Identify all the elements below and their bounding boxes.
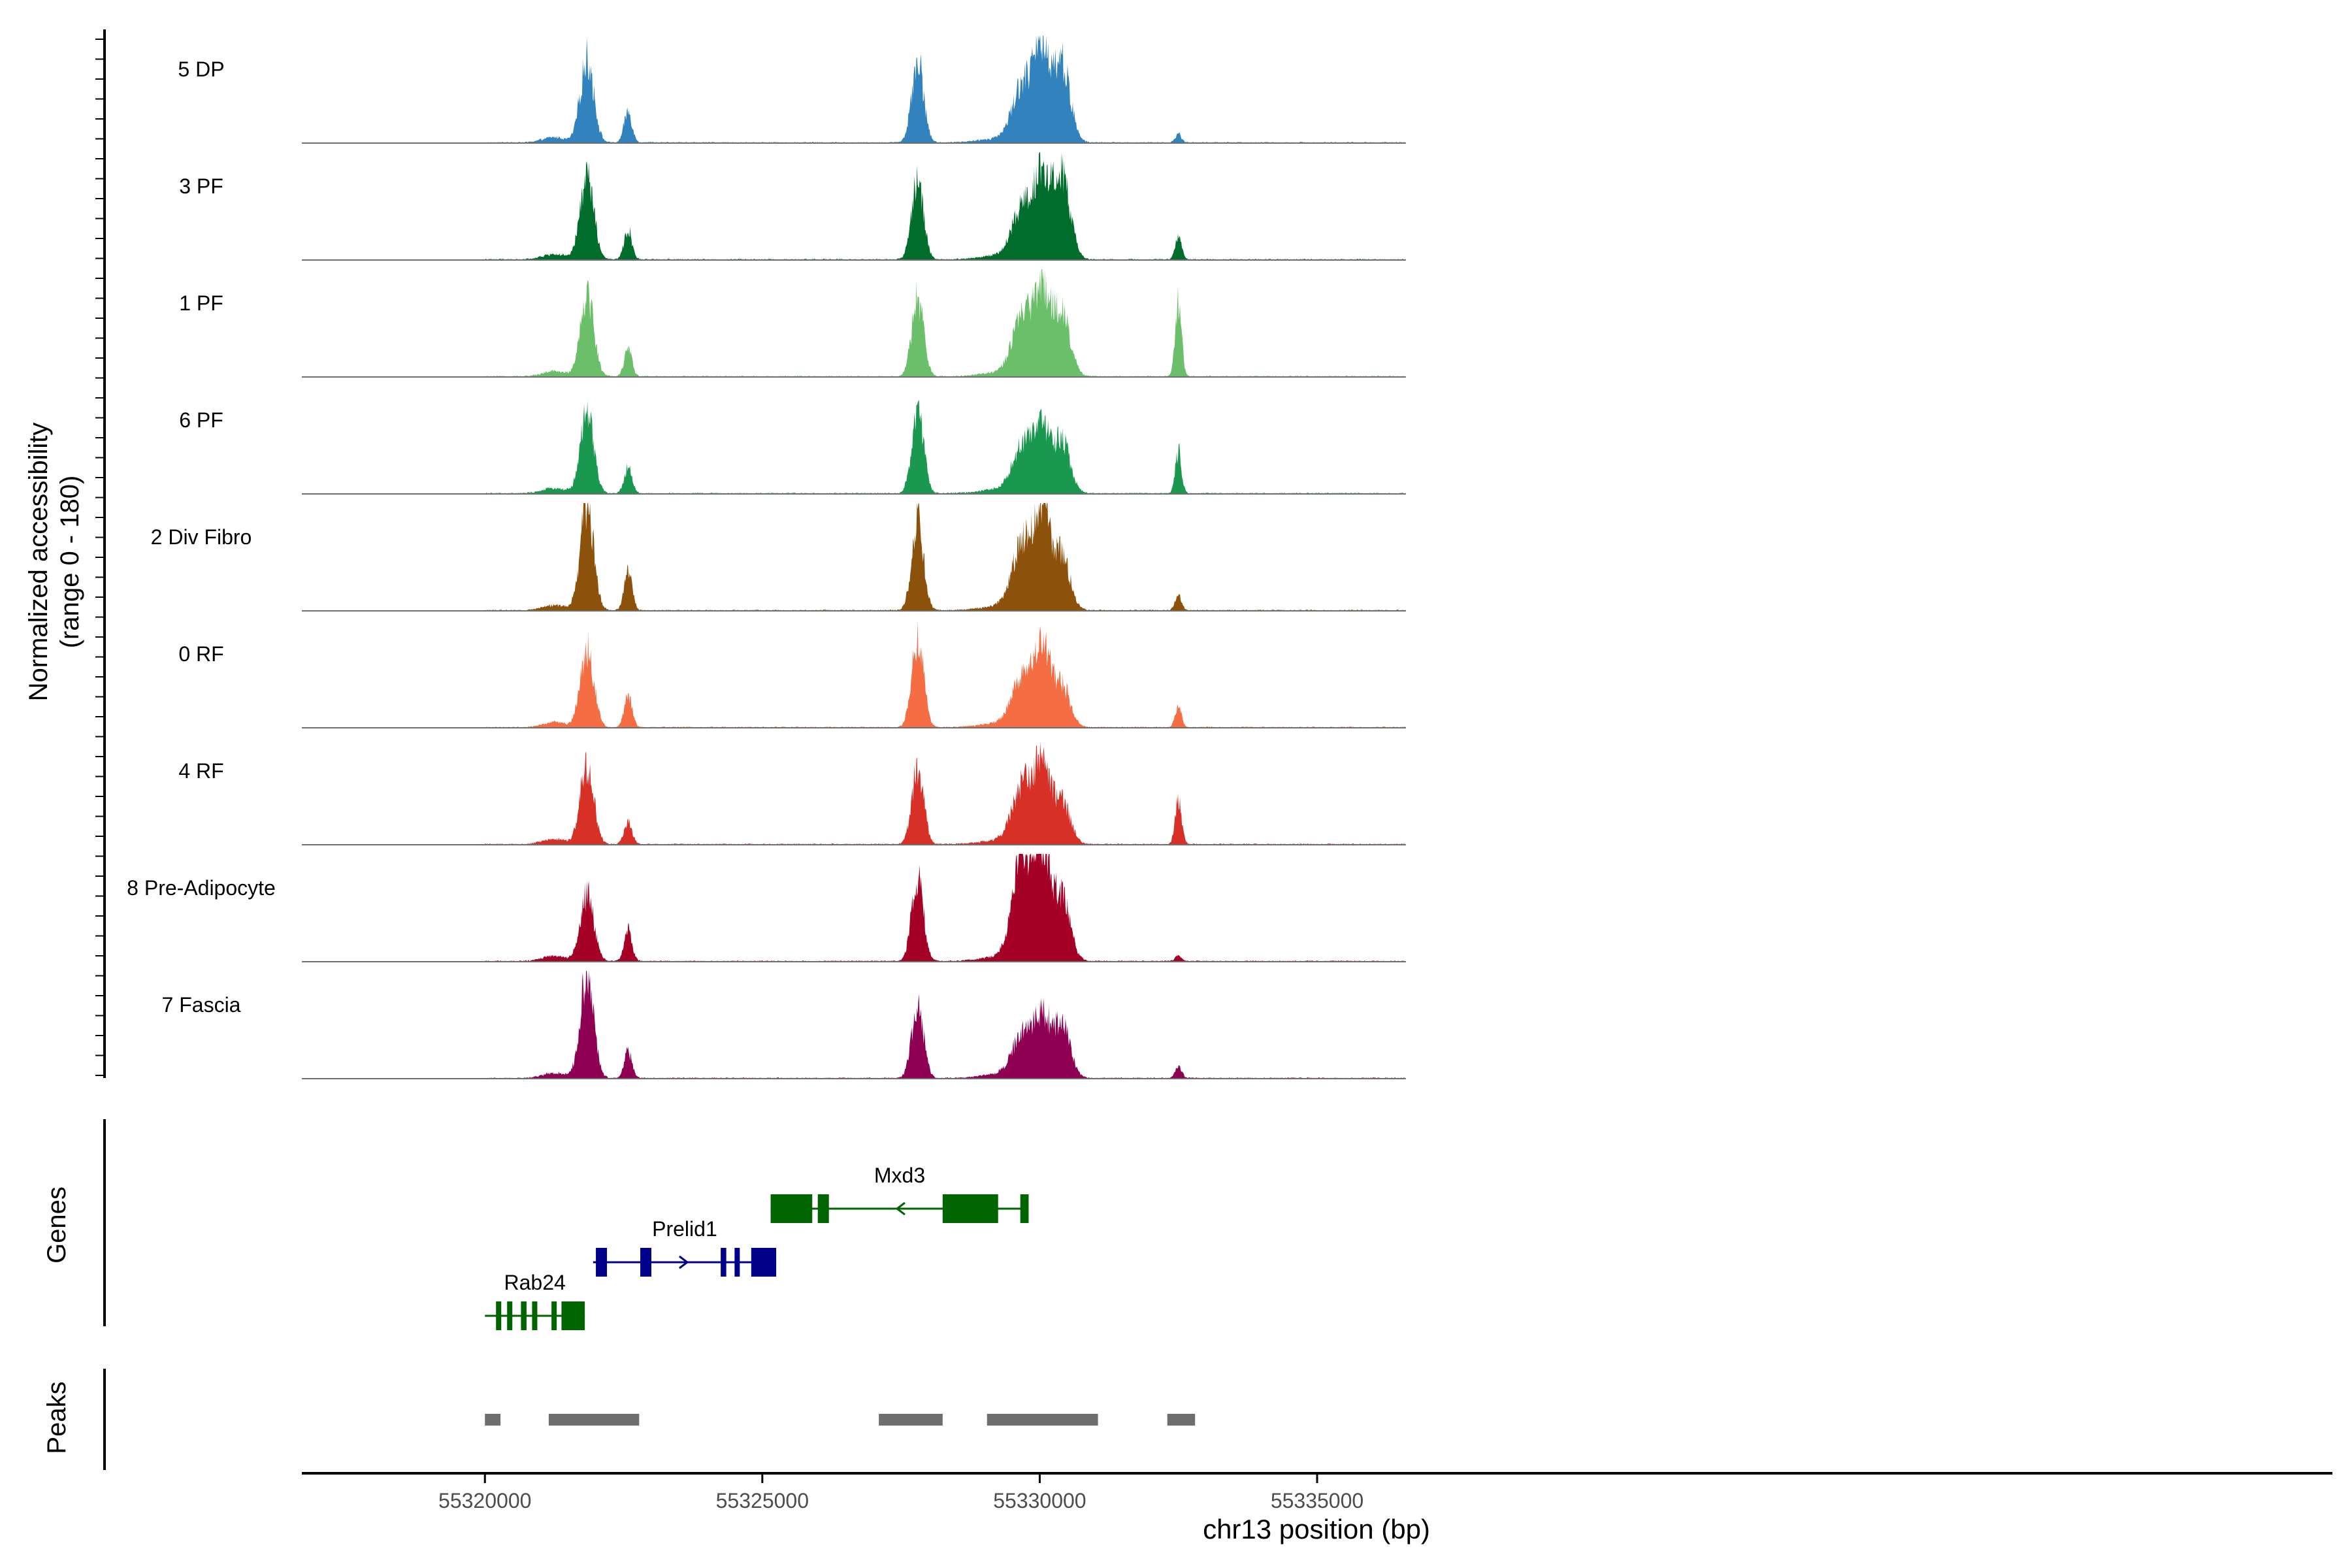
coverage-area-5 — [485, 620, 1406, 728]
gene-label-Prelid1: Prelid1 — [652, 1217, 717, 1241]
exon-0-1 — [817, 1194, 829, 1223]
gene-Rab24: Rab24 — [485, 1271, 585, 1330]
coverage-area-4 — [485, 503, 1406, 611]
gene-label-Rab24: Rab24 — [504, 1271, 566, 1294]
x-tick-label-0: 55320000 — [438, 1489, 531, 1512]
strand-arrow-0 — [895, 1201, 906, 1216]
track-0: 5 DP — [178, 35, 1406, 144]
track-label-7: 8 Pre-Adipocyte — [127, 876, 276, 900]
gene-Mxd3: Mxd3 — [770, 1164, 1029, 1223]
coverage-area-3 — [485, 400, 1406, 494]
exon-1-1 — [640, 1248, 651, 1277]
exon-1-4 — [751, 1248, 777, 1277]
track-3: 6 PF — [179, 400, 1406, 495]
track-6: 4 RF — [178, 742, 1406, 845]
track-label-0: 5 DP — [178, 57, 224, 81]
x-tick-label-1: 55325000 — [716, 1489, 809, 1512]
exon-1-0 — [596, 1248, 608, 1277]
gene-label-Mxd3: Mxd3 — [874, 1164, 925, 1187]
exon-0-2 — [942, 1194, 998, 1223]
genes-panel: Mxd3 Prelid1 Rab24 — [485, 1164, 1029, 1330]
track-7: 8 Pre-Adipocyte — [127, 854, 1406, 962]
gene-Prelid1: Prelid1 — [593, 1217, 777, 1277]
exon-0-0 — [770, 1194, 813, 1223]
track-8: 7 Fascia — [162, 971, 1406, 1079]
track-label-3: 6 PF — [179, 408, 223, 432]
x-tick-label-3: 55335000 — [1271, 1489, 1364, 1512]
track-label-8: 7 Fascia — [162, 993, 241, 1017]
coverage-area-1 — [485, 152, 1406, 260]
track-1: 3 PF — [179, 152, 1406, 261]
track-5: 0 RF — [178, 620, 1406, 728]
track-4: 2 Div Fibro — [151, 503, 1406, 612]
exon-2-2 — [521, 1301, 527, 1330]
track-label-4: 2 Div Fibro — [151, 525, 252, 549]
exon-1-2 — [721, 1248, 727, 1277]
track-2: 1 PF — [179, 269, 1406, 378]
y-axis-label-line2: (range 0 - 180) — [56, 476, 84, 649]
strand-arrow-1 — [679, 1255, 689, 1269]
coverage-area-8 — [485, 971, 1406, 1079]
axes: 55320000 55325000 55330000 55335000 — [95, 29, 2332, 1512]
track-label-5: 0 RF — [178, 642, 223, 666]
peak-2 — [879, 1414, 943, 1426]
track-label-2: 1 PF — [179, 291, 223, 315]
x-tick-label-2: 55330000 — [993, 1489, 1086, 1512]
genes-axis-label: Genes — [42, 1186, 71, 1264]
coverage-area-6 — [485, 742, 1406, 845]
coverage-area-2 — [485, 269, 1406, 377]
track-label-1: 3 PF — [179, 174, 223, 198]
coverage-area-0 — [485, 35, 1406, 143]
peaks-panel — [485, 1414, 1196, 1426]
track-label-6: 4 RF — [178, 759, 223, 783]
exon-1-3 — [734, 1248, 740, 1277]
exon-2-4 — [551, 1301, 557, 1330]
track-group: 5 DP 3 PF 1 PF 6 PF 2 Div Fibro 0 RF 4 RF 8 Pre… — [127, 35, 1406, 1079]
peak-3 — [987, 1414, 1098, 1426]
peaks-axis-label: Peaks — [42, 1381, 71, 1454]
exon-0-3 — [1020, 1194, 1029, 1223]
peak-4 — [1167, 1414, 1196, 1426]
exon-2-5 — [561, 1301, 585, 1330]
exon-2-3 — [532, 1301, 538, 1330]
coverage-area-7 — [485, 854, 1406, 962]
y-axis-label-line1: Normalized accessibility — [24, 423, 53, 702]
peak-1 — [548, 1414, 640, 1426]
peak-0 — [485, 1414, 501, 1426]
exon-2-0 — [496, 1301, 502, 1330]
exon-2-1 — [507, 1301, 513, 1330]
x-axis-title: chr13 position (bp) — [1203, 1514, 1430, 1544]
